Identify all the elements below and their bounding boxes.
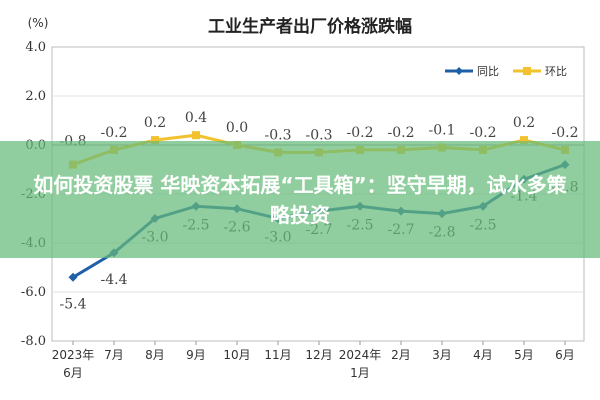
mom-data-label: -0.3 — [265, 127, 292, 143]
y-tick-label: -8.0 — [21, 334, 46, 349]
x-tick-label: 1月 — [350, 366, 370, 380]
x-tick-label: 8月 — [145, 348, 165, 362]
mom-point — [151, 136, 159, 145]
y-tick-label: 2.0 — [25, 89, 46, 104]
mom-data-label: -0.3 — [306, 127, 333, 143]
x-tick-label: 2月 — [391, 348, 411, 362]
x-tick-label: 11月 — [264, 348, 291, 362]
mom-data-label: -0.2 — [101, 125, 128, 141]
x-tick-label: 12月 — [305, 348, 332, 362]
x-tick-label: 10月 — [223, 348, 250, 362]
mom-data-label: -0.2 — [552, 125, 579, 141]
watermark-banner: 如何投资股票 华映资本拓展“工具箱”：坚守早期，试水多策略投资 — [0, 141, 600, 258]
mom-data-label: 0.0 — [226, 120, 248, 136]
yoy-point — [68, 272, 78, 282]
x-tick-label: 6月 — [63, 366, 83, 380]
mom-data-label: -0.2 — [470, 125, 497, 141]
mom-data-label: 0.2 — [144, 115, 166, 131]
x-tick-label: 9月 — [186, 348, 206, 362]
chart-title: 工业生产者出厂价格涨跌幅 — [208, 16, 412, 37]
y-unit-label: (%) — [28, 16, 49, 30]
x-tick-label: 3月 — [432, 348, 452, 362]
legend-swatch-marker — [455, 67, 463, 75]
x-tick-label: 4月 — [473, 348, 493, 362]
mom-data-label: 0.4 — [185, 110, 207, 126]
legend-swatch-marker — [523, 67, 531, 75]
mom-point — [520, 136, 528, 145]
y-tick-label: -6.0 — [21, 285, 46, 300]
x-tick-label: 2024年 — [339, 348, 382, 362]
mom-data-label: -0.1 — [429, 122, 456, 138]
mom-data-label: 0.2 — [513, 115, 535, 131]
x-tick-label: 5月 — [514, 348, 534, 362]
mom-data-label: -0.2 — [388, 125, 415, 141]
x-tick-label: 6月 — [555, 348, 575, 362]
yoy-data-label: -4.4 — [101, 272, 128, 288]
mom-point — [192, 131, 200, 140]
legend-label: 同比 — [477, 65, 499, 78]
legend-label: 环比 — [545, 65, 567, 78]
yoy-data-label: -5.4 — [60, 296, 87, 312]
mom-data-label: -0.2 — [347, 125, 374, 141]
y-tick-label: 4.0 — [25, 40, 46, 55]
x-tick-label: 7月 — [104, 348, 124, 362]
x-tick-label: 2023年 — [52, 348, 95, 362]
watermark-text: 如何投资股票 华映资本拓展“工具箱”：坚守早期，试水多策略投资 — [33, 172, 567, 227]
